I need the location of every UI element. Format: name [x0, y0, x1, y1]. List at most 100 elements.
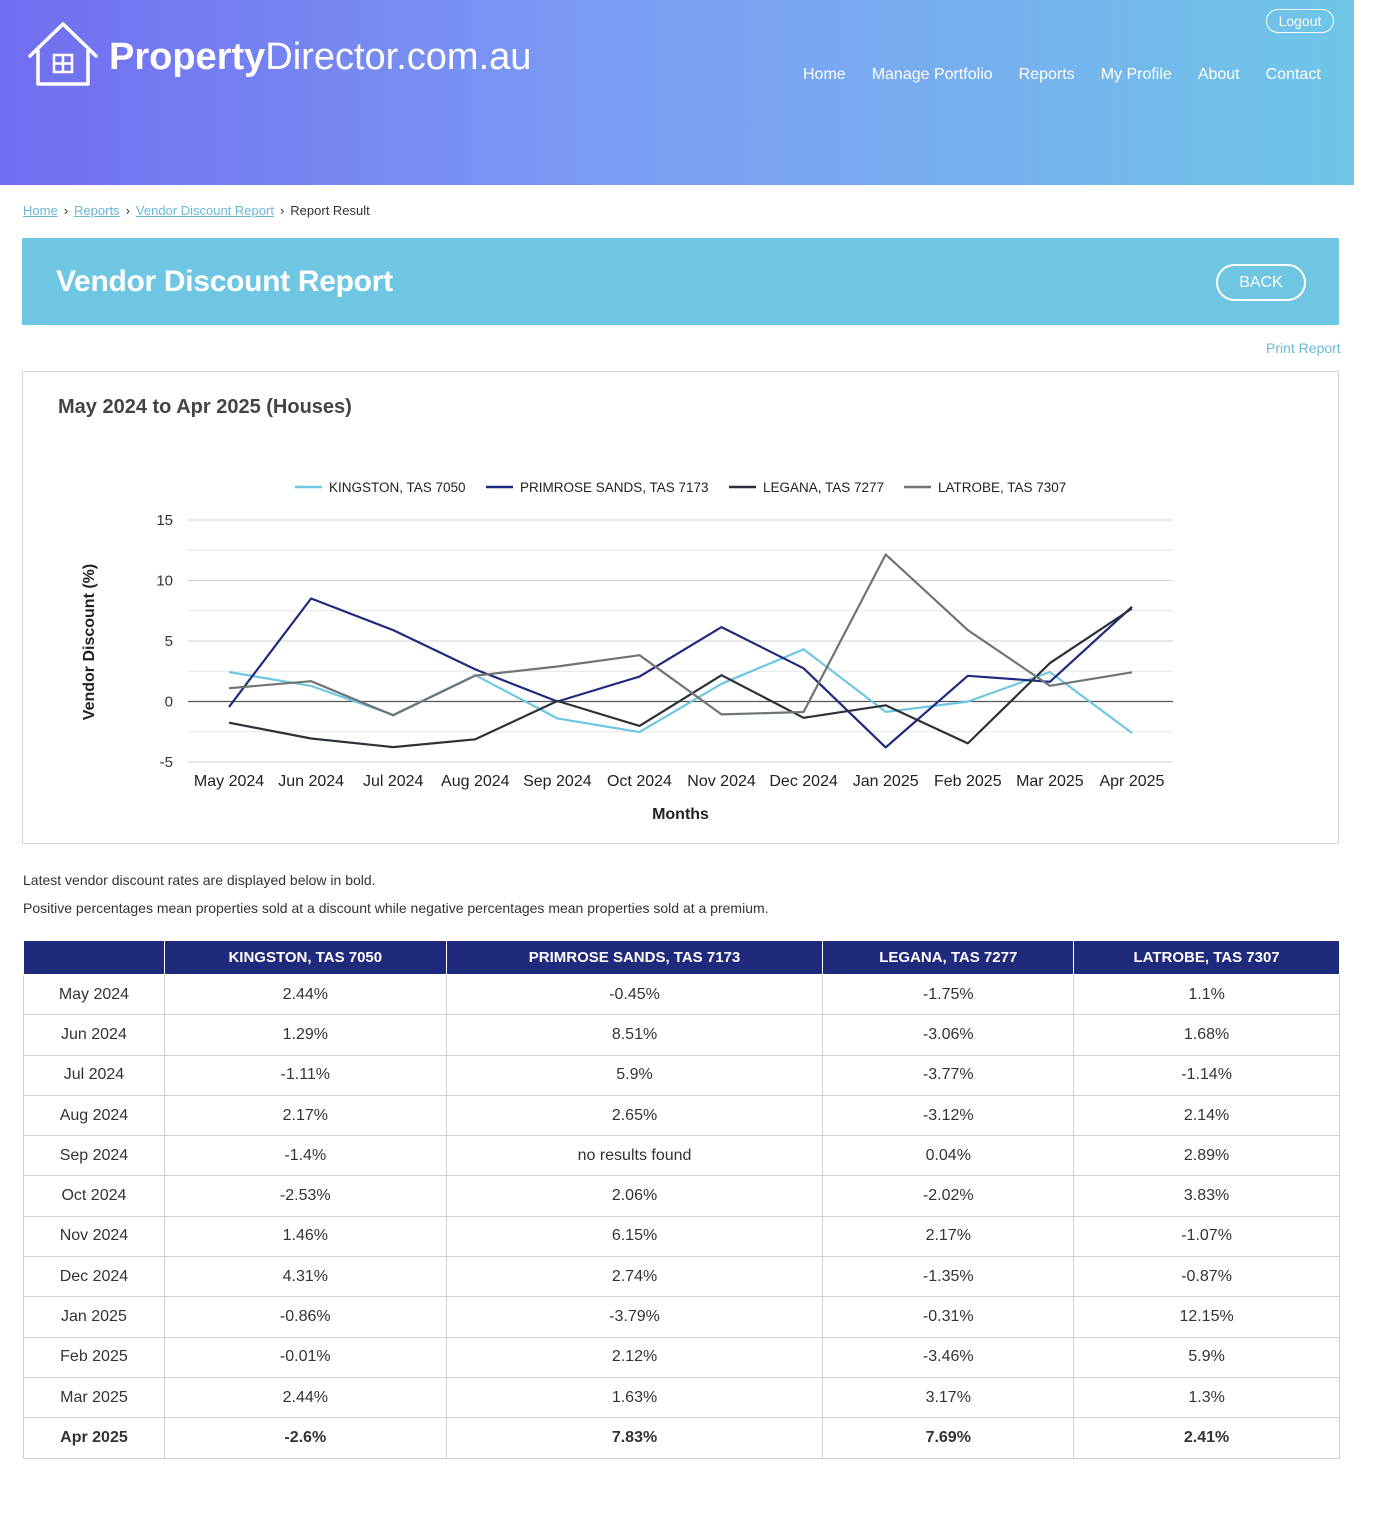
- back-button[interactable]: BACK: [1216, 264, 1306, 301]
- nav-about[interactable]: About: [1197, 66, 1240, 83]
- table-cell-value: -0.31%: [822, 1296, 1075, 1338]
- legend-label: KINGSTON, TAS 7050: [329, 480, 466, 495]
- table-row: Aug 2024 2.17% 2.65% -3.12% 2.14%: [23, 1094, 1340, 1137]
- table-row: Nov 2024 1.46% 6.15% 2.17% -1.07%: [23, 1215, 1340, 1258]
- table-cell-value: -3.46%: [822, 1336, 1075, 1378]
- x-tick-label: Aug 2024: [441, 773, 510, 790]
- legend-label: LATROBE, TAS 7307: [938, 480, 1066, 495]
- chevron-right-icon: ›: [279, 203, 285, 218]
- table-header-kingston: KINGSTON, TAS 7050: [163, 940, 447, 975]
- x-tick-label: Mar 2025: [1016, 773, 1084, 790]
- brand-name-bold: Property: [109, 36, 266, 78]
- x-tick-label: Nov 2024: [687, 773, 756, 790]
- chevron-right-icon: ›: [63, 203, 69, 218]
- x-tick-label: May 2024: [194, 773, 264, 790]
- table-cell-value: 2.44%: [163, 973, 447, 1016]
- table-cell-value: 1.63%: [445, 1376, 824, 1419]
- nav-my-profile[interactable]: My Profile: [1100, 66, 1172, 83]
- table-cell-month: Jan 2025: [23, 1296, 165, 1338]
- nav-reports[interactable]: Reports: [1018, 66, 1075, 83]
- table-row: Jul 2024 -1.11% 5.9% -3.77% -1.14%: [23, 1054, 1340, 1096]
- main-nav: Home Manage Portfolio Reports My Profile…: [790, 65, 1334, 85]
- table-header-latrobe: LATROBE, TAS 7307: [1073, 940, 1340, 975]
- table-cell-month: Nov 2024: [23, 1215, 165, 1258]
- table-cell-value: 2.89%: [1073, 1135, 1340, 1177]
- series-line-primrose: [228, 597, 1133, 749]
- table-cell-value: 7.69%: [822, 1417, 1075, 1459]
- table-cell-value: -0.86%: [163, 1296, 447, 1338]
- table-cell-value: -1.75%: [822, 973, 1075, 1016]
- breadcrumb-home[interactable]: Home: [23, 203, 58, 218]
- table-cell-value: -0.01%: [163, 1336, 447, 1378]
- site-header: PropertyDirector.com.au Logout Home Mana…: [0, 0, 1354, 185]
- chevron-right-icon: ›: [125, 203, 130, 218]
- breadcrumb: Home › Reports › Vendor Discount Report …: [23, 203, 370, 218]
- nav-home[interactable]: Home: [803, 66, 846, 83]
- y-tick-label: 15: [156, 512, 173, 529]
- table-cell-value: 2.65%: [445, 1094, 824, 1137]
- table-row: Sep 2024 -1.4% no results found 0.04% 2.89%: [23, 1135, 1340, 1177]
- table-cell-value: 3.17%: [822, 1376, 1075, 1419]
- site-logo[interactable]: PropertyDirector.com.au: [27, 20, 531, 88]
- table-row: Jan 2025 -0.86% -3.79% -0.31% 12.15%: [23, 1296, 1340, 1338]
- table-cell-month: Mar 2025: [23, 1376, 165, 1419]
- table-cell-value: 2.17%: [822, 1215, 1075, 1258]
- nav-manage-portfolio[interactable]: Manage Portfolio: [871, 66, 993, 83]
- table-cell-value: 2.12%: [445, 1336, 824, 1378]
- legend-label: LEGANA, TAS 7277: [763, 480, 884, 495]
- table-cell-value: 5.9%: [445, 1054, 824, 1096]
- table-cell-value: -0.87%: [1073, 1256, 1340, 1298]
- table-cell-value: 7.83%: [445, 1417, 824, 1459]
- y-tick-label: 0: [165, 694, 173, 711]
- y-tick-label: -5: [160, 754, 173, 771]
- chart-title: May 2024 to Apr 2025 (Houses): [58, 396, 352, 418]
- logout-button[interactable]: Logout: [1266, 9, 1334, 33]
- table-cell-month: Sep 2024: [23, 1135, 165, 1177]
- table-cell-value: -3.79%: [445, 1296, 824, 1338]
- house-logo-icon: [28, 22, 98, 86]
- table-cell-value: 8.51%: [445, 1014, 824, 1056]
- table-cell-value: -2.02%: [822, 1175, 1075, 1217]
- table-header-month: [23, 940, 165, 975]
- nav-contact[interactable]: Contact: [1265, 66, 1321, 83]
- table-cell-value: 1.29%: [163, 1014, 447, 1056]
- page-title-bar: Vendor Discount Report BACK: [22, 238, 1339, 325]
- print-report-link[interactable]: Print Report: [1266, 340, 1341, 356]
- vendor-discount-table: KINGSTON, TAS 7050 PRIMROSE SANDS, TAS 7…: [23, 940, 1340, 1459]
- table-cell-value: -3.06%: [822, 1014, 1075, 1056]
- note-latest-bold: Latest vendor discount rates are display…: [23, 872, 376, 888]
- table-cell-value: -3.77%: [822, 1054, 1075, 1096]
- table-cell-value: 2.41%: [1073, 1417, 1340, 1459]
- brand-name-rest: Director.com.au: [265, 36, 532, 78]
- table-row: May 2024 2.44% -0.45% -1.75% 1.1%: [23, 973, 1340, 1016]
- table-cell-month: Dec 2024: [23, 1256, 165, 1298]
- table-cell-value: -0.45%: [445, 973, 824, 1016]
- series-line-legana: [228, 607, 1133, 749]
- table-cell-month: Oct 2024: [23, 1175, 165, 1217]
- legend-label: PRIMROSE SANDS, TAS 7173: [520, 480, 709, 495]
- report-notes: Latest vendor discount rates are display…: [23, 866, 769, 922]
- table-cell-value: 2.06%: [445, 1175, 824, 1217]
- x-tick-label: Jan 2025: [853, 773, 919, 790]
- table-row: Dec 2024 4.31% 2.74% -1.35% -0.87%: [23, 1256, 1340, 1298]
- y-axis-title: Vendor Discount (%): [81, 564, 98, 720]
- table-header-legana: LEGANA, TAS 7277: [822, 940, 1075, 975]
- note-positive-negative: Positive percentages mean properties sol…: [23, 900, 769, 916]
- table-cell-value: 4.31%: [163, 1256, 447, 1298]
- table-header-primrose-sands: PRIMROSE SANDS, TAS 7173: [445, 940, 824, 975]
- breadcrumb-vendor-discount-report[interactable]: Vendor Discount Report: [135, 203, 274, 218]
- brand-name: PropertyDirector.com.au: [109, 35, 531, 79]
- x-tick-label: Feb 2025: [934, 773, 1002, 790]
- table-cell-value: 2.14%: [1073, 1094, 1340, 1137]
- page-title: Vendor Discount Report: [56, 265, 393, 298]
- table-cell-value: 2.44%: [163, 1376, 447, 1419]
- table-cell-value: -1.4%: [163, 1135, 447, 1177]
- table-cell-value: 0.04%: [822, 1135, 1075, 1177]
- table-row: Jun 2024 1.29% 8.51% -3.06% 1.68%: [23, 1014, 1340, 1056]
- y-tick-label: 10: [156, 573, 173, 590]
- table-row: Apr 2025 -2.6% 7.83% 7.69% 2.41%: [23, 1417, 1340, 1459]
- series-line-kingston: [228, 648, 1133, 734]
- breadcrumb-reports[interactable]: Reports: [74, 203, 120, 218]
- table-cell-value: -2.53%: [163, 1175, 447, 1217]
- table-cell-value: no results found: [445, 1135, 824, 1177]
